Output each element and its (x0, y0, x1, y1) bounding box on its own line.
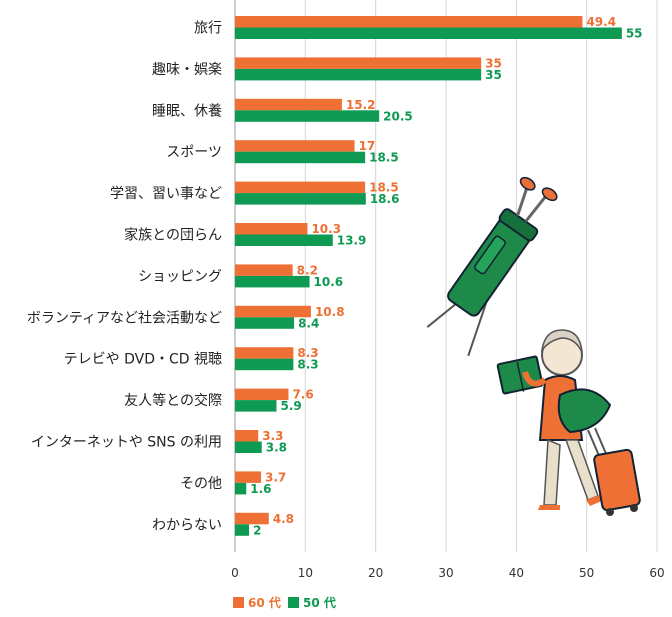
x-tick-label: 30 (438, 566, 453, 580)
bar-50 (235, 482, 247, 495)
data-label-60: 49.4 (586, 15, 616, 29)
bar-50 (235, 358, 294, 371)
data-label-60: 8.3 (297, 346, 318, 360)
category-label: ショッピング (138, 269, 222, 285)
bar-60 (235, 430, 259, 442)
bar-50 (235, 151, 366, 164)
bar-60 (235, 140, 355, 152)
bar-60 (235, 57, 482, 69)
category-label: インターネットや SNS の利用 (31, 435, 222, 451)
bars (235, 16, 622, 536)
legend-swatch-50 (288, 597, 299, 608)
bar-60 (235, 181, 366, 194)
category-label: 友人等との交際 (124, 392, 222, 409)
bar-50 (235, 193, 366, 205)
category-label: わからない (152, 517, 222, 533)
legend-label-60: 60 代 (248, 595, 281, 610)
data-label-60: 3.7 (265, 470, 286, 484)
category-label: 旅行 (194, 21, 222, 37)
data-label-60: 10.8 (315, 305, 345, 319)
bar-50 (235, 68, 482, 81)
bar-60 (235, 388, 289, 401)
bar-50 (235, 317, 295, 329)
data-label-50: 18.6 (370, 192, 400, 206)
data-label-60: 35 (485, 56, 502, 70)
category-label: 睡眠、休養 (152, 102, 222, 119)
traveler-illustration (496, 329, 641, 516)
category-label: 家族との団らん (124, 227, 222, 244)
data-label-50: 35 (485, 68, 502, 82)
bar-50 (235, 400, 277, 412)
bar-50 (235, 27, 622, 39)
golf-bag-illustration (426, 176, 558, 357)
x-tick-label: 10 (298, 566, 313, 580)
data-label-50: 2 (253, 523, 261, 537)
data-label-50: 8.4 (298, 316, 319, 330)
x-tick-label: 20 (368, 566, 383, 580)
bar-60 (235, 347, 294, 359)
bar-50 (235, 441, 262, 453)
grid-lines (234, 0, 658, 552)
data-label-60: 8.2 (297, 263, 318, 277)
data-label-60: 15.2 (346, 98, 376, 112)
bar-50 (235, 275, 310, 288)
data-label-60: 7.6 (292, 388, 313, 402)
category-label: 学習、習い事など (110, 186, 222, 202)
bar-50 (235, 524, 250, 536)
bar-60 (235, 471, 262, 483)
legend-swatch-60 (233, 597, 244, 608)
data-label-50: 10.6 (314, 275, 344, 289)
bar-50 (235, 234, 333, 246)
bar-60 (235, 264, 293, 276)
category-label: テレビや DVD・CD 視聴 (64, 352, 222, 368)
data-label-50: 1.6 (250, 482, 271, 496)
data-label-50: 55 (626, 27, 643, 41)
legend-label-50: 50 代 (303, 595, 336, 610)
category-label: スポーツ (166, 145, 222, 161)
bar-60 (235, 223, 308, 235)
x-tick-label: 40 (509, 566, 524, 580)
data-label-50: 5.9 (280, 399, 301, 413)
data-label-50: 13.9 (337, 234, 367, 248)
data-label-60: 3.3 (262, 429, 283, 443)
legend: 60 代 50 代 (233, 595, 336, 610)
bar-60 (235, 16, 583, 28)
x-tick-label: 50 (579, 566, 594, 580)
bar-50 (235, 110, 380, 122)
x-axis-ticks: 0 10 20 30 40 50 60 (231, 566, 664, 580)
data-label-50: 8.3 (297, 358, 318, 372)
category-label: 趣味・娯楽 (152, 62, 222, 78)
data-label-60: 18.5 (369, 181, 399, 195)
bar-60 (235, 98, 342, 111)
data-label-50: 20.5 (383, 109, 413, 123)
data-label-60: 10.3 (311, 222, 341, 236)
data-label-60: 17 (359, 139, 376, 153)
x-tick-label: 0 (231, 566, 239, 580)
data-label-50: 18.5 (369, 151, 399, 165)
x-tick-label: 60 (649, 566, 664, 580)
bar-60 (235, 305, 311, 318)
data-label-60: 4.8 (273, 512, 294, 526)
category-label: ボランティアなど社会活動など (27, 310, 222, 326)
category-label: その他 (180, 476, 222, 492)
bar-60 (235, 512, 269, 525)
data-label-50: 3.8 (266, 441, 287, 455)
